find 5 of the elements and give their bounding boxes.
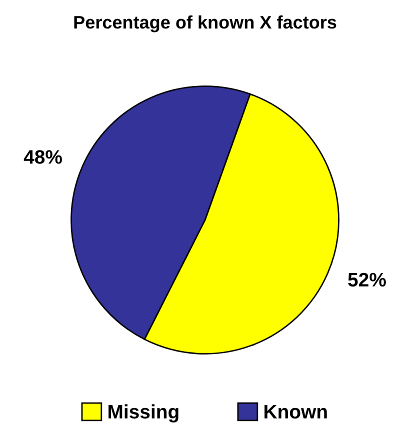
data-label: 48% (24, 150, 62, 164)
chart-title: Percentage of known X factors (74, 15, 336, 32)
legend-label: Missing (108, 404, 178, 422)
legend-label: Known (264, 405, 327, 419)
data-label: 52% (348, 272, 386, 287)
